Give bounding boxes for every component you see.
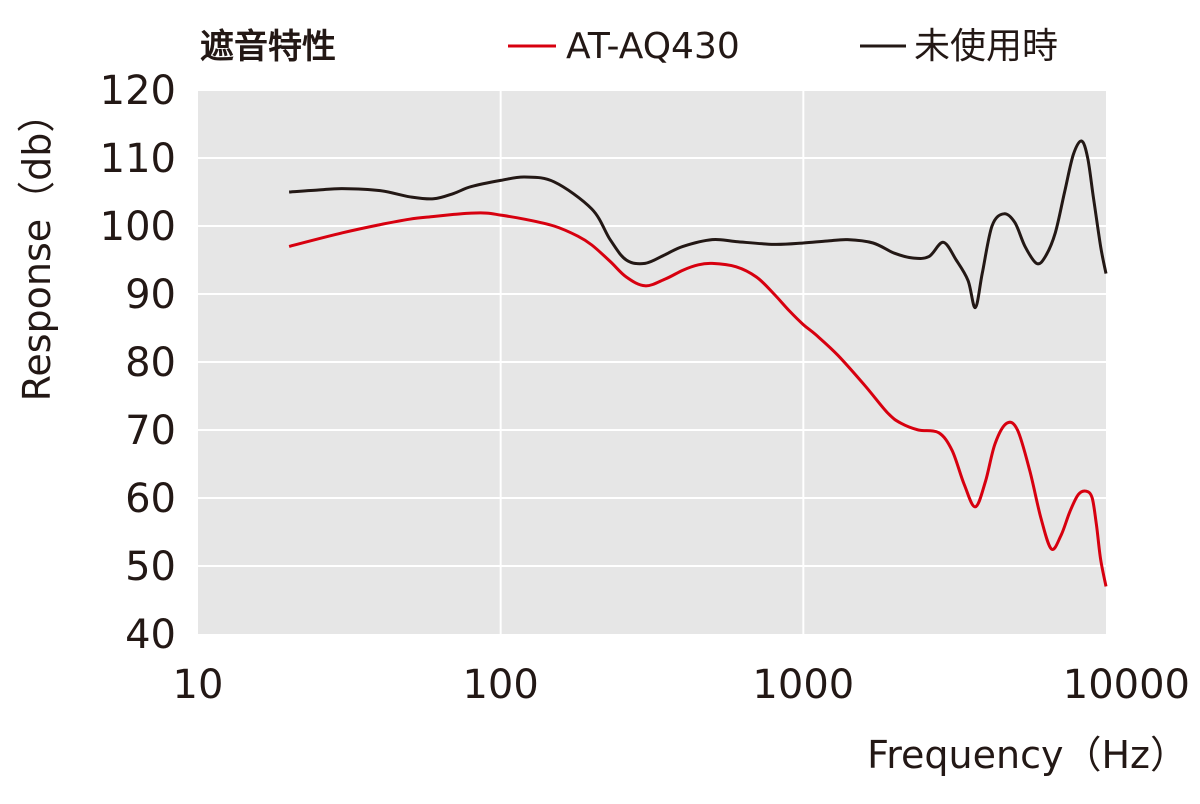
y-tick-label: 50 (125, 544, 176, 590)
y-tick-label: 120 (100, 68, 176, 114)
legend-label-unused: 未使用時 (914, 26, 1058, 67)
series-line-at-aq430 (288, 211, 1108, 587)
x-tick-label: 100 (462, 662, 538, 708)
y-tick-label: 100 (100, 204, 176, 250)
y-tick-label: 40 (125, 612, 176, 658)
series-line-unused (289, 139, 1108, 310)
chart-title: 遮音特性 (200, 27, 336, 67)
legend-label-at-aq430: AT-AQ430 (566, 26, 740, 67)
x-tick-label: 10000 (1063, 662, 1190, 708)
legend: AT-AQ430 未使用時 (508, 26, 1058, 67)
tick-labels: 40 50 60 70 80 90 100 110 120 10 100 1000 10000 (100, 68, 1190, 708)
y-tick-label: 70 (125, 408, 176, 454)
x-axis-label: Frequency（Hz） (867, 733, 1188, 777)
y-tick-label: 90 (125, 272, 176, 318)
y-tick-label: 110 (100, 136, 176, 182)
y-tick-label: 60 (125, 476, 176, 522)
y-axis-label: Response（db） (15, 95, 59, 402)
x-tick-label: 10 (173, 662, 224, 708)
x-tick-label: 1000 (752, 662, 854, 708)
series-lines (288, 139, 1108, 587)
y-tick-label: 80 (125, 340, 176, 386)
